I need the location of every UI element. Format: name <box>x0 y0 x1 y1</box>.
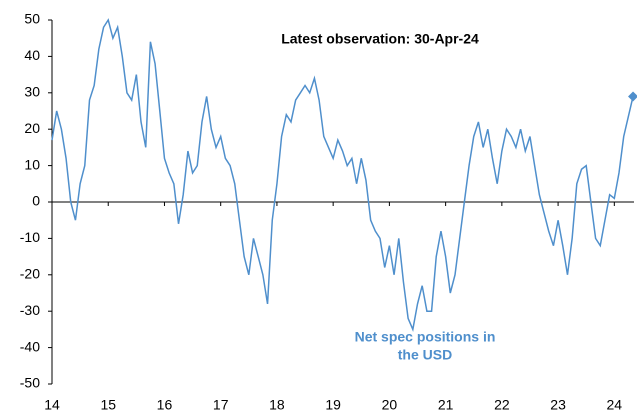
y-tick-label: -50 <box>20 375 40 391</box>
y-tick-label: -40 <box>20 338 40 354</box>
y-tick-label: -30 <box>20 302 40 318</box>
y-tick-label: 30 <box>24 84 40 100</box>
x-tick-label: 20 <box>382 397 398 413</box>
x-tick-label: 16 <box>157 397 173 413</box>
latest-marker <box>628 91 637 102</box>
y-tick-label: 40 <box>24 47 40 63</box>
y-tick-label: -20 <box>20 266 40 282</box>
x-tick-label: 24 <box>607 397 623 413</box>
annotation: Latest observation: 30-Apr-24 <box>281 31 479 47</box>
y-tick-label: 10 <box>24 156 40 172</box>
x-tick-label: 22 <box>494 397 510 413</box>
series-line <box>51 18 634 332</box>
x-tick-label: 23 <box>550 397 566 413</box>
y-tick-label: 20 <box>24 120 40 136</box>
y-tick-label: -10 <box>20 229 40 245</box>
y-tick-label: 50 <box>24 11 40 27</box>
series-label: the USD <box>398 347 452 363</box>
x-tick-label: 15 <box>100 397 116 413</box>
y-tick-label: 0 <box>32 193 40 209</box>
x-tick-label: 17 <box>213 397 229 413</box>
x-tick-label: 19 <box>325 397 341 413</box>
x-tick-label: 14 <box>44 397 60 413</box>
x-tick-label: 18 <box>269 397 285 413</box>
x-tick-label: 21 <box>438 397 454 413</box>
series-label: Net spec positions in <box>355 329 496 345</box>
